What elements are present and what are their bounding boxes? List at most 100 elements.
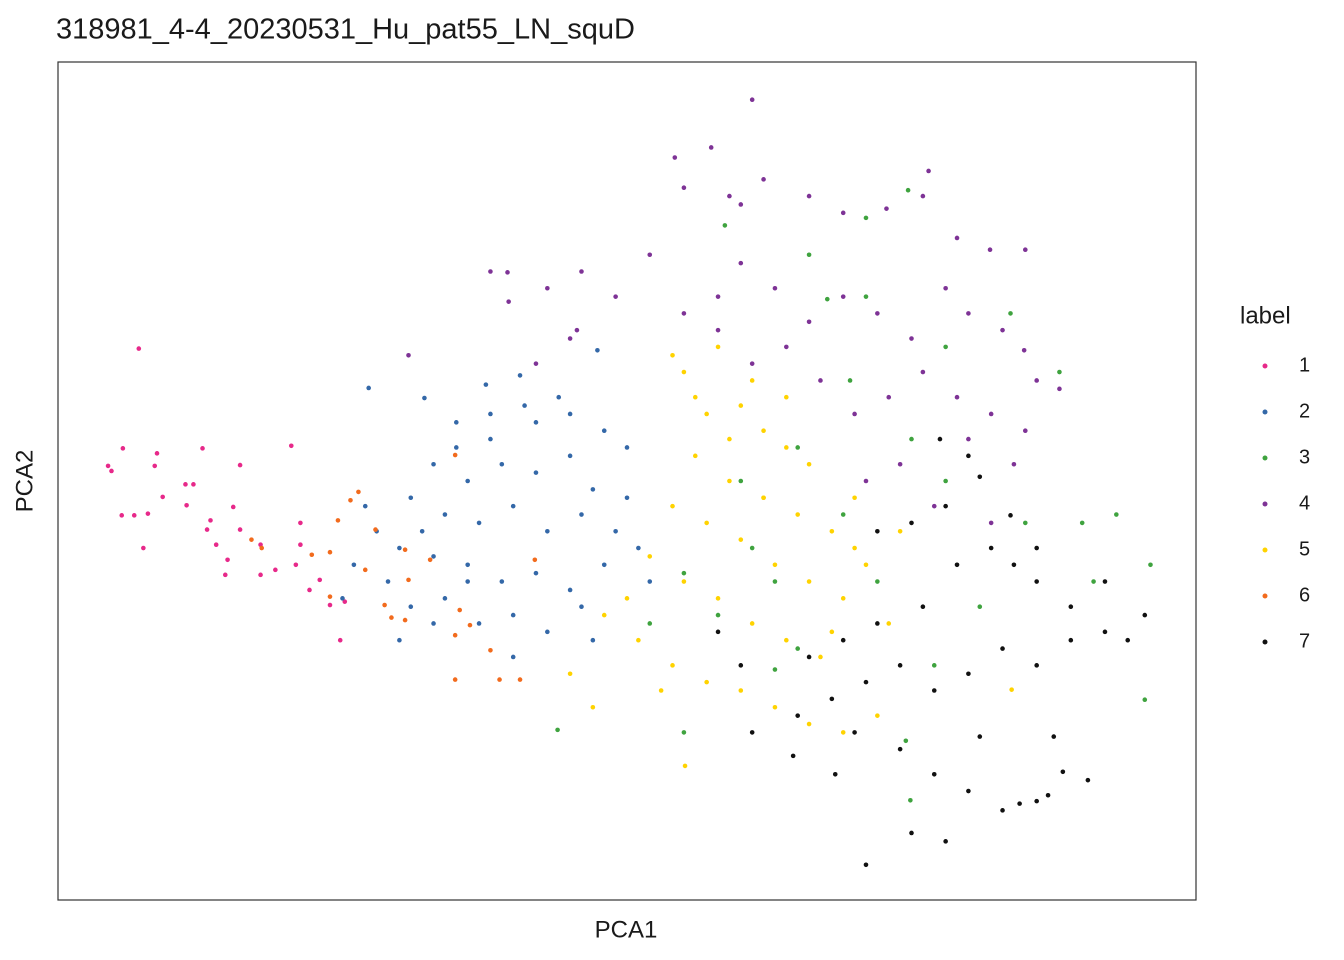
point (422, 395, 427, 401)
point (465, 562, 470, 568)
point (1008, 513, 1013, 518)
legend-label: 4 (1299, 492, 1310, 514)
point (772, 667, 778, 672)
point (738, 688, 744, 693)
point (327, 602, 333, 608)
point (465, 579, 470, 584)
point (875, 311, 880, 316)
point (505, 270, 510, 275)
point (715, 596, 721, 601)
point (567, 336, 573, 341)
point (1008, 311, 1013, 316)
point (852, 495, 857, 501)
point (545, 528, 550, 534)
point (1102, 629, 1108, 635)
point (897, 528, 903, 534)
y-axis-label: PCA2 (11, 450, 38, 513)
point (337, 637, 343, 643)
point (567, 411, 573, 417)
point (937, 436, 943, 442)
point (579, 604, 584, 609)
point (389, 615, 394, 620)
point (670, 663, 675, 668)
point (909, 336, 914, 341)
point (790, 753, 796, 759)
point (818, 378, 823, 383)
point (1023, 520, 1028, 526)
point (647, 252, 653, 258)
point (681, 570, 687, 576)
point (761, 428, 766, 434)
point (636, 637, 641, 643)
point (943, 478, 948, 484)
point (1085, 777, 1091, 783)
point (522, 403, 527, 408)
point (670, 503, 675, 509)
point (829, 696, 835, 702)
point (727, 478, 732, 484)
legend-swatch (1262, 547, 1268, 553)
point (258, 572, 263, 578)
point (225, 557, 230, 563)
point (852, 411, 857, 417)
point (1142, 697, 1148, 703)
point (715, 294, 721, 299)
point (567, 587, 573, 593)
point (1017, 801, 1022, 806)
point (533, 420, 539, 425)
point (579, 269, 584, 274)
point (105, 463, 111, 469)
point (943, 503, 948, 509)
point (818, 654, 823, 660)
point (533, 470, 539, 475)
point (1021, 347, 1027, 353)
point (230, 504, 236, 510)
point (510, 612, 516, 618)
point (863, 478, 869, 484)
point (909, 830, 914, 836)
point (795, 713, 800, 718)
point (601, 428, 607, 434)
point (977, 474, 983, 480)
point (419, 528, 425, 534)
point (1142, 612, 1148, 618)
point (708, 145, 714, 150)
point (249, 537, 254, 542)
point (452, 632, 458, 638)
point (1023, 247, 1028, 253)
point (488, 436, 493, 442)
point (442, 512, 448, 517)
point (749, 378, 755, 383)
point (373, 527, 378, 532)
point (795, 512, 800, 517)
point (298, 542, 303, 547)
point (517, 677, 523, 682)
point (499, 579, 505, 584)
point (966, 311, 971, 316)
point (988, 520, 994, 526)
point (160, 494, 165, 500)
legend-label: 5 (1299, 538, 1310, 560)
point (897, 461, 903, 467)
point (109, 468, 114, 474)
legend-swatch (1262, 501, 1268, 507)
legend-swatch (1262, 455, 1268, 461)
point (335, 518, 341, 523)
point (574, 327, 580, 333)
point (897, 746, 903, 752)
point (829, 629, 835, 635)
point (488, 411, 493, 417)
point (681, 185, 687, 190)
legend-swatch (1262, 639, 1268, 645)
point (852, 545, 857, 551)
point (738, 478, 744, 484)
point (1009, 687, 1014, 692)
point (943, 344, 948, 350)
point (727, 193, 732, 199)
point (397, 637, 402, 643)
point (497, 677, 502, 682)
point (362, 503, 368, 509)
point (905, 187, 911, 193)
point (884, 206, 889, 211)
point (601, 612, 607, 618)
